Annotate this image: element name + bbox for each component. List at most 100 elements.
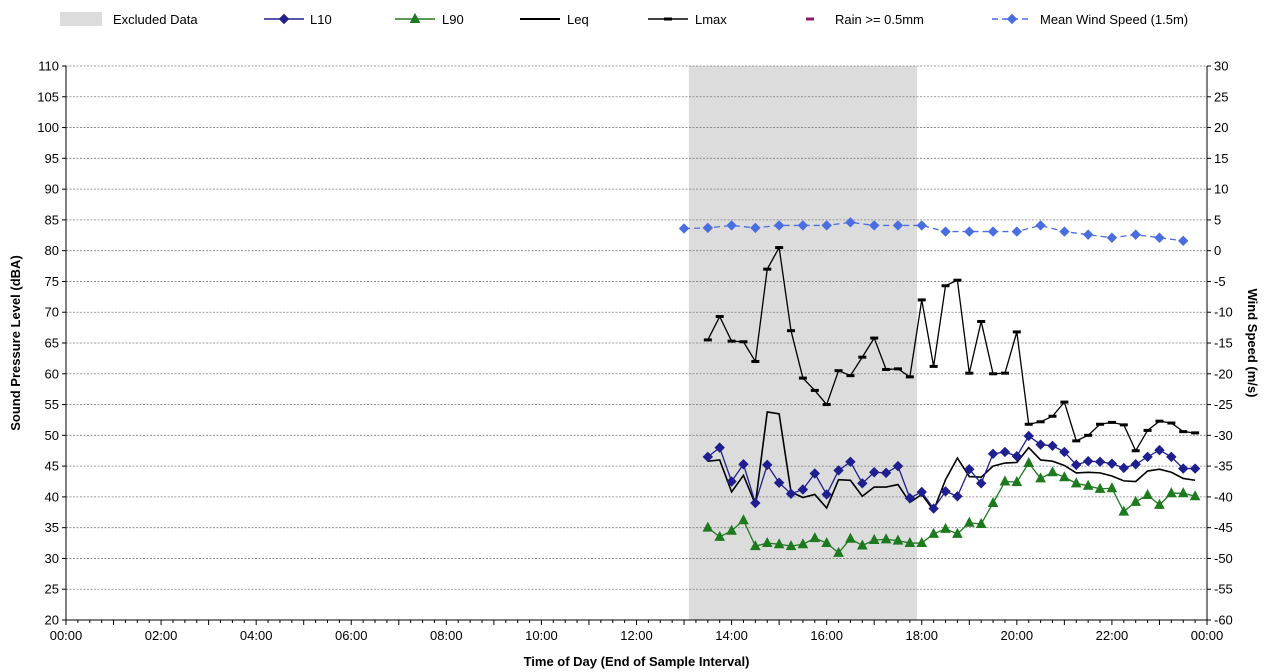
y-tick-label: 45: [45, 459, 59, 474]
data-point-l90: [821, 536, 832, 548]
data-point-lmax: [989, 372, 998, 376]
data-point-lmax: [1096, 422, 1105, 426]
data-point-lmax: [775, 246, 784, 250]
legend-marker: [664, 17, 672, 21]
y-tick-label: 80: [45, 243, 59, 258]
data-point-lmax: [1107, 420, 1116, 424]
y-tick-label: 100: [37, 120, 59, 135]
data-point-l90: [868, 533, 880, 544]
y-tick-label: 60: [45, 366, 59, 381]
series-leq: [707, 411, 1196, 513]
legend-marker: [278, 13, 290, 25]
data-point-lmax: [1072, 439, 1081, 443]
data-point-mean-wind-speed-1-5m: [1154, 232, 1165, 243]
data-point-l90: [1070, 477, 1082, 488]
data-point-l90: [1082, 479, 1094, 490]
x-tick-label: 06:00: [335, 628, 368, 643]
data-point-l90: [1154, 498, 1165, 509]
y2-tick-label: -10: [1214, 305, 1233, 320]
data-point-l10: [773, 477, 785, 488]
data-point-mean-wind-speed-1-5m: [1059, 226, 1070, 237]
data-point-lmax: [751, 359, 760, 363]
data-point-l90: [963, 516, 975, 527]
data-point-lmax: [1012, 330, 1021, 334]
x-tick-label: 02:00: [145, 628, 178, 643]
x-tick-label: 18:00: [905, 628, 938, 643]
y2-tick-label: 0: [1214, 243, 1221, 258]
data-point-l90: [833, 546, 844, 557]
data-point-l10: [1118, 462, 1130, 474]
legend-label: L90: [442, 12, 464, 27]
legend-item-l90: L90: [395, 12, 464, 27]
y2-tick-label: -55: [1214, 582, 1233, 597]
data-point-lmax: [893, 367, 902, 371]
data-point-lmax: [1024, 422, 1033, 426]
legend-marker: [1006, 13, 1018, 25]
legend-marker: [806, 17, 814, 21]
data-point-l10: [726, 476, 737, 487]
legend-label: L10: [310, 12, 332, 27]
data-point-l90: [726, 524, 737, 535]
data-point-l90: [880, 533, 892, 544]
x-tick-label: 12:00: [620, 628, 653, 643]
series-l90: [702, 456, 1201, 557]
data-point-l90: [738, 514, 749, 525]
data-point-l90: [797, 538, 809, 549]
data-point-l10: [940, 486, 951, 497]
x-tick-label: 22:00: [1096, 628, 1129, 643]
data-point-l10: [750, 497, 761, 509]
y-tick-label: 95: [45, 151, 59, 166]
data-point-lmax: [953, 278, 962, 282]
data-point-lmax: [929, 364, 938, 368]
data-point-mean-wind-speed-1-5m: [1130, 229, 1141, 240]
data-point-l10: [964, 463, 975, 475]
x-tick-label: 20:00: [1001, 628, 1034, 643]
data-point-mean-wind-speed-1-5m: [1106, 232, 1118, 243]
data-point-mean-wind-speed-1-5m: [869, 220, 880, 231]
data-point-mean-wind-speed-1-5m: [797, 220, 809, 231]
data-point-l10: [880, 467, 892, 479]
data-point-l10: [702, 451, 714, 463]
data-point-l10: [833, 465, 844, 476]
data-point-l90: [1177, 487, 1189, 498]
data-point-l10: [1059, 446, 1070, 458]
grid: [66, 65, 1207, 590]
legend: Excluded Data L10 L90 Leq Lmax Rain >= 0.5mm M…: [60, 12, 1188, 27]
data-point-lmax: [905, 375, 914, 379]
x-tick-label: 04:00: [240, 628, 273, 643]
y2-tick-label: -30: [1214, 428, 1233, 443]
data-point-l10: [1011, 451, 1023, 462]
x-tick-label: 14:00: [715, 628, 748, 643]
data-point-l90: [1011, 476, 1023, 487]
data-point-lmax: [739, 340, 748, 344]
y2-tick-label: -15: [1214, 336, 1233, 351]
data-point-l10: [714, 442, 725, 453]
data-point-l90: [785, 540, 797, 551]
data-point-l10: [1047, 440, 1058, 452]
data-point-mean-wind-speed-1-5m: [987, 226, 999, 237]
data-point-mean-wind-speed-1-5m: [678, 223, 690, 234]
data-point-lmax: [1036, 420, 1045, 424]
series-lmax: [703, 245, 1200, 453]
data-point-lmax: [1060, 400, 1069, 404]
data-point-l10: [1154, 444, 1165, 456]
data-point-l10: [916, 486, 927, 498]
legend-label: Lmax: [695, 12, 727, 27]
data-point-l90: [952, 527, 963, 538]
data-point-l90: [1047, 466, 1058, 477]
data-point-l90: [1035, 472, 1046, 483]
data-point-l10: [987, 448, 999, 460]
data-point-lmax: [917, 298, 926, 302]
legend-label: Mean Wind Speed (1.5m): [1040, 12, 1188, 27]
data-point-l90: [1166, 487, 1177, 498]
data-point-l90: [916, 536, 928, 548]
data-point-l10: [1071, 459, 1082, 471]
data-point-l10: [785, 488, 797, 500]
data-point-l90: [702, 521, 714, 532]
data-point-mean-wind-speed-1-5m: [750, 222, 761, 234]
x-tick-label: 00:00: [1191, 628, 1224, 643]
data-point-mean-wind-speed-1-5m: [1178, 235, 1189, 247]
data-point-l90: [845, 532, 856, 543]
data-point-lmax: [1000, 371, 1009, 375]
data-point-l10: [952, 491, 963, 502]
